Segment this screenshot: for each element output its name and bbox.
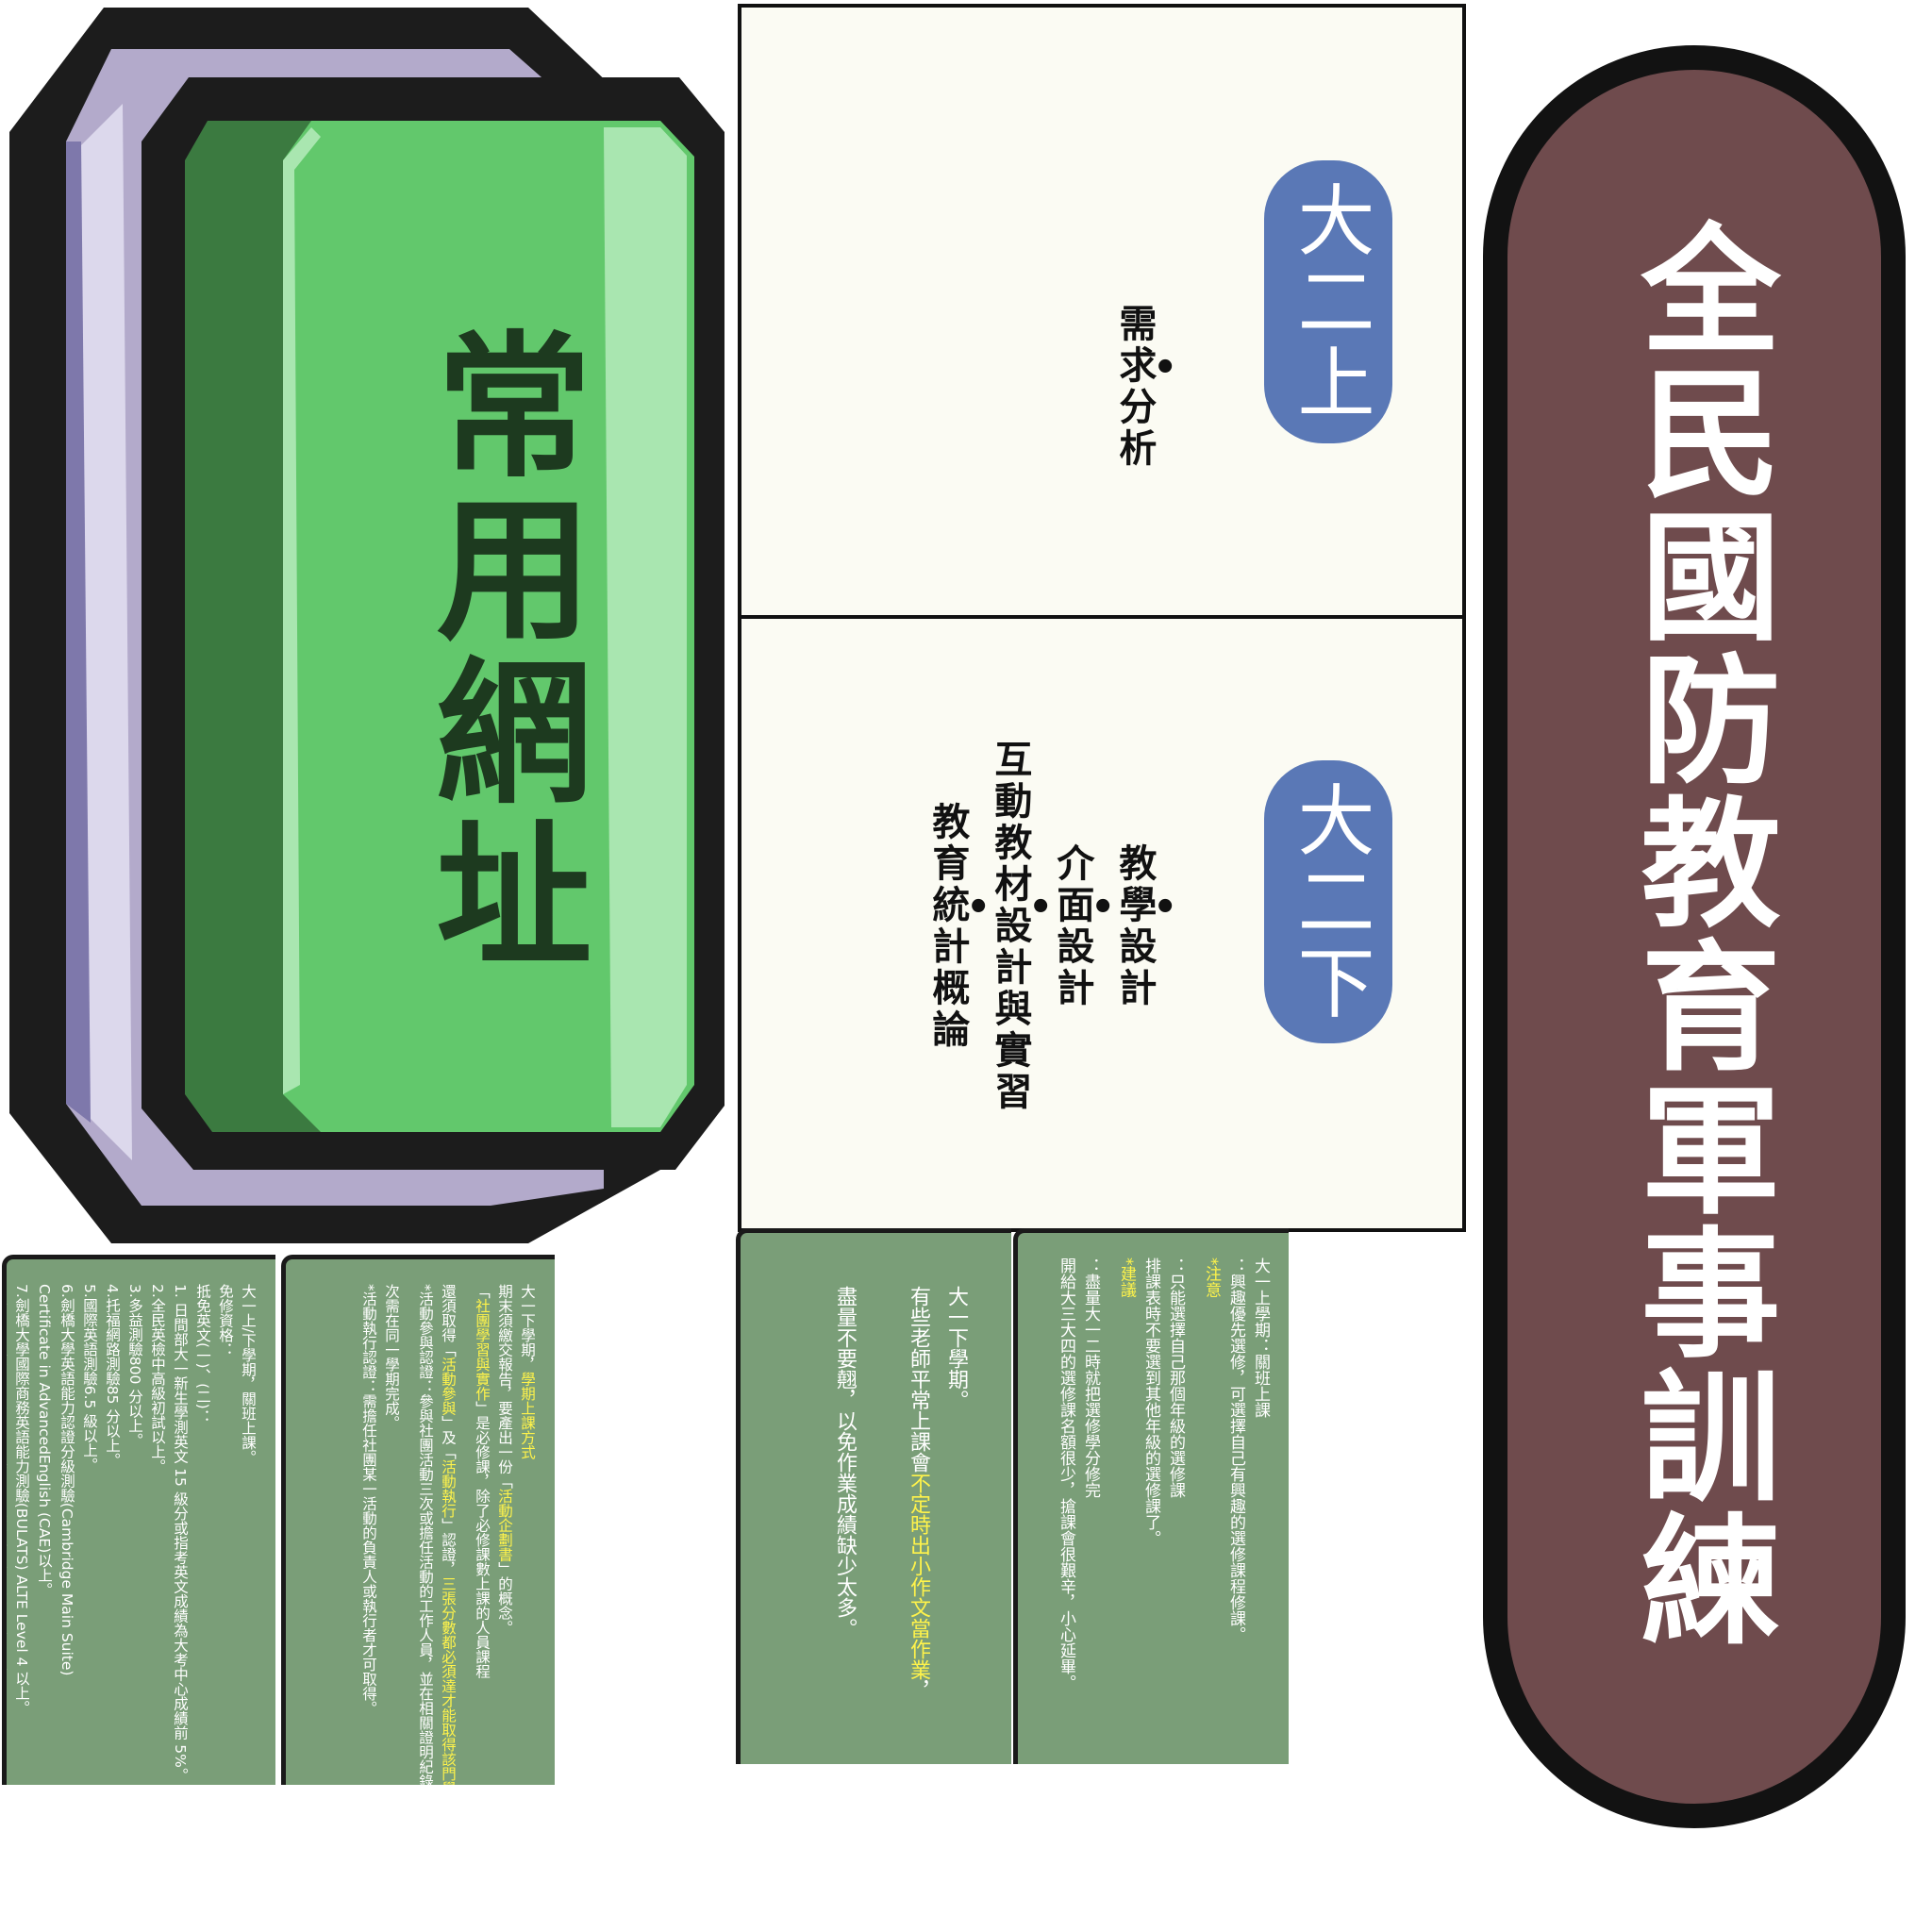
capsule-title: 全民國防教育軍事訓練 <box>1617 217 1779 1651</box>
card-line: 大一下學期。 <box>944 1286 968 1410</box>
card-highlight: 活動參與 <box>440 1357 457 1416</box>
card-line: 期末須繳交報告，要產出一份「活動企劃書」的概念。 <box>494 1284 515 1766</box>
list-item: • 需求分析 <box>1112 189 1177 585</box>
title-capsule[interactable] <box>1483 45 1906 1828</box>
card-advisor-notes: 大一上學期：關班上課 ：興趣優先選修，可選擇自己有興趣的選修課程修課。 *注意 … <box>1013 1228 1289 1764</box>
card-line: 大一上/下學期，關班上課。 <box>240 1284 257 1465</box>
course-item: 教學設計 <box>1112 843 1157 1009</box>
card-line: 7.劍橋大學國際商務英語能力測驗(BULATS) ALTE Level 4 以上… <box>13 1284 30 1715</box>
card-text: 大一下學期， <box>519 1284 536 1372</box>
panel-divider <box>738 615 1466 619</box>
card-line: ：盡量大一二時就把選修學分修完 <box>1081 1257 1100 1498</box>
card-line: 抵免英文(一)、(二)： <box>194 1284 211 1424</box>
card-text: 「 <box>474 1284 491 1299</box>
card-line: 開給大三大四的選修課名額很少，搶課會很艱辛，小心延畢。 <box>1057 1257 1075 1690</box>
list-item: • 介面設計 <box>1050 709 1115 1143</box>
card-line: ：興趣優先選修，可選擇自己有興趣的選修課程修課。 <box>1226 1257 1245 1642</box>
card-highlight: 社團學習與實作 <box>474 1298 491 1402</box>
card-line: 1. 日間部大一新生學測英文 15 級分或指考英文成績為大考中心成績前 5%。 <box>172 1284 189 1783</box>
card-text: 」的概念。 <box>496 1561 513 1636</box>
card-line: ：只能選擇自己那個年級的選修課 <box>1166 1257 1185 1498</box>
card-service-learning: 大一下學期，學期上課方式 期末須繳交報告，要產出一份「活動企劃書」的概念。 「社… <box>281 1255 555 1785</box>
card-text: 」是必修課，除了必修課數上課的人員課程 <box>474 1401 491 1679</box>
course-item: 教育統計概論 <box>925 802 970 1051</box>
card-line: *活動參與認證：參與社團活動三次或擔任活動的工作人員，並在相關證明紀錄中記錄，三 <box>417 1284 434 1785</box>
card-text: 期末須繳交報告，要產出一份「 <box>496 1284 513 1489</box>
card-line: 盡量不要翹，以免作業成績缺少太多。 <box>833 1286 857 1639</box>
card-highlight: 不定時出小作文當作業 <box>907 1473 930 1680</box>
card-line: 8.僑生、駐外人員子女，得持相關英文程度證明文件提出申請。 <box>2 1284 8 1693</box>
card-highlight: 活動企劃書 <box>496 1489 513 1562</box>
bullet-icon: • <box>1028 886 1053 929</box>
bullet-icon: • <box>966 886 991 929</box>
card-line: Certificate in AdvancedEnglish (CAE)以上。 <box>36 1284 53 1597</box>
sticker-face-shape <box>283 121 694 1132</box>
bullet-icon: • <box>1153 886 1177 929</box>
card-line: 6.劍橋大學英語能力認證分級測驗(Cambridge Main Suite) <box>58 1284 75 1676</box>
card-text: ， <box>907 1680 930 1701</box>
card-line: 2.全民英檢中高級初試以上。 <box>149 1284 166 1474</box>
tab-sophomore-first[interactable]: 大二上 <box>1264 160 1392 443</box>
sticker-violet-shape <box>66 142 91 1123</box>
list-item: • 教育統計概論 <box>925 709 991 1143</box>
card-line: 大一上學期：關班上課 <box>1251 1257 1270 1418</box>
course-item: 介面設計 <box>1050 843 1094 1009</box>
list-item: • 教學設計 <box>1112 709 1177 1143</box>
card-text: 」認證， <box>440 1518 457 1576</box>
card-highlight: 三張分數都必須達才能取得該門學分。 <box>440 1576 457 1785</box>
tab-sophomore-second[interactable]: 大二下 <box>1264 760 1392 1043</box>
card-line: 排課表時不要選到其他年級的選修課了。 <box>1141 1257 1160 1546</box>
card-text: 有些老師平常上課會 <box>907 1286 930 1473</box>
card-line: 還須取得「活動參與」及「活動執行」認證，三張分數都必須達才能取得該門學分。 <box>438 1284 458 1785</box>
bullet-icon: • <box>1153 346 1177 390</box>
card-text: 還須取得「 <box>440 1284 457 1357</box>
card-note-heading: *注意 <box>1202 1257 1221 1298</box>
card-english-exemption: 大一上/下學期，關班上課。 免修資格： 抵免英文(一)、(二)： 1. 日間部大… <box>2 1255 275 1785</box>
course-item: 需求分析 <box>1112 304 1157 470</box>
card-line: 4.托福網路測驗85 分以上。 <box>104 1284 121 1468</box>
list-item: • 互動教材設計與實習 <box>988 709 1053 1143</box>
card-highlight: 學期上課方式 <box>519 1372 536 1459</box>
sticker-button-graphic <box>9 8 724 1243</box>
card-line: 免修資格： <box>217 1284 234 1357</box>
card-line: 有些老師平常上課會不定時出小作文當作業， <box>900 1286 936 1745</box>
course-item: 互動教材設計與實習 <box>988 740 1032 1113</box>
card-highlight: 活動執行 <box>440 1459 457 1518</box>
card-line: 「社團學習與實作」是必修課，除了必修課數上課的人員課程 <box>472 1284 492 1766</box>
card-text: 」及「 <box>440 1415 457 1460</box>
card-note-heading: *建議 <box>1117 1257 1136 1298</box>
sticker-label[interactable]: 常用網址 <box>409 325 591 977</box>
sticker-hl-shape <box>604 127 687 1127</box>
sticker-lav-light-shape <box>75 104 132 1160</box>
bullet-icon: • <box>1091 886 1115 929</box>
sticker-hl2-shape <box>283 127 321 1094</box>
card-line: 3.多益測驗800 分以上。 <box>126 1284 143 1448</box>
card-freshman-second: 大一下學期。 有些老師平常上課會不定時出小作文當作業， 盡量不要翹，以免作業成績… <box>736 1228 1011 1764</box>
card-line: *活動執行認證：需擔任社團某一活動的負責人或執行者才可取得。 <box>360 1284 377 1716</box>
card-line: 大一下學期，學期上課方式 <box>517 1284 538 1766</box>
card-line: 5.國際英語測驗6.5 級以上。 <box>81 1284 98 1473</box>
card-line: 次需在同一學期完成。 <box>383 1284 400 1430</box>
